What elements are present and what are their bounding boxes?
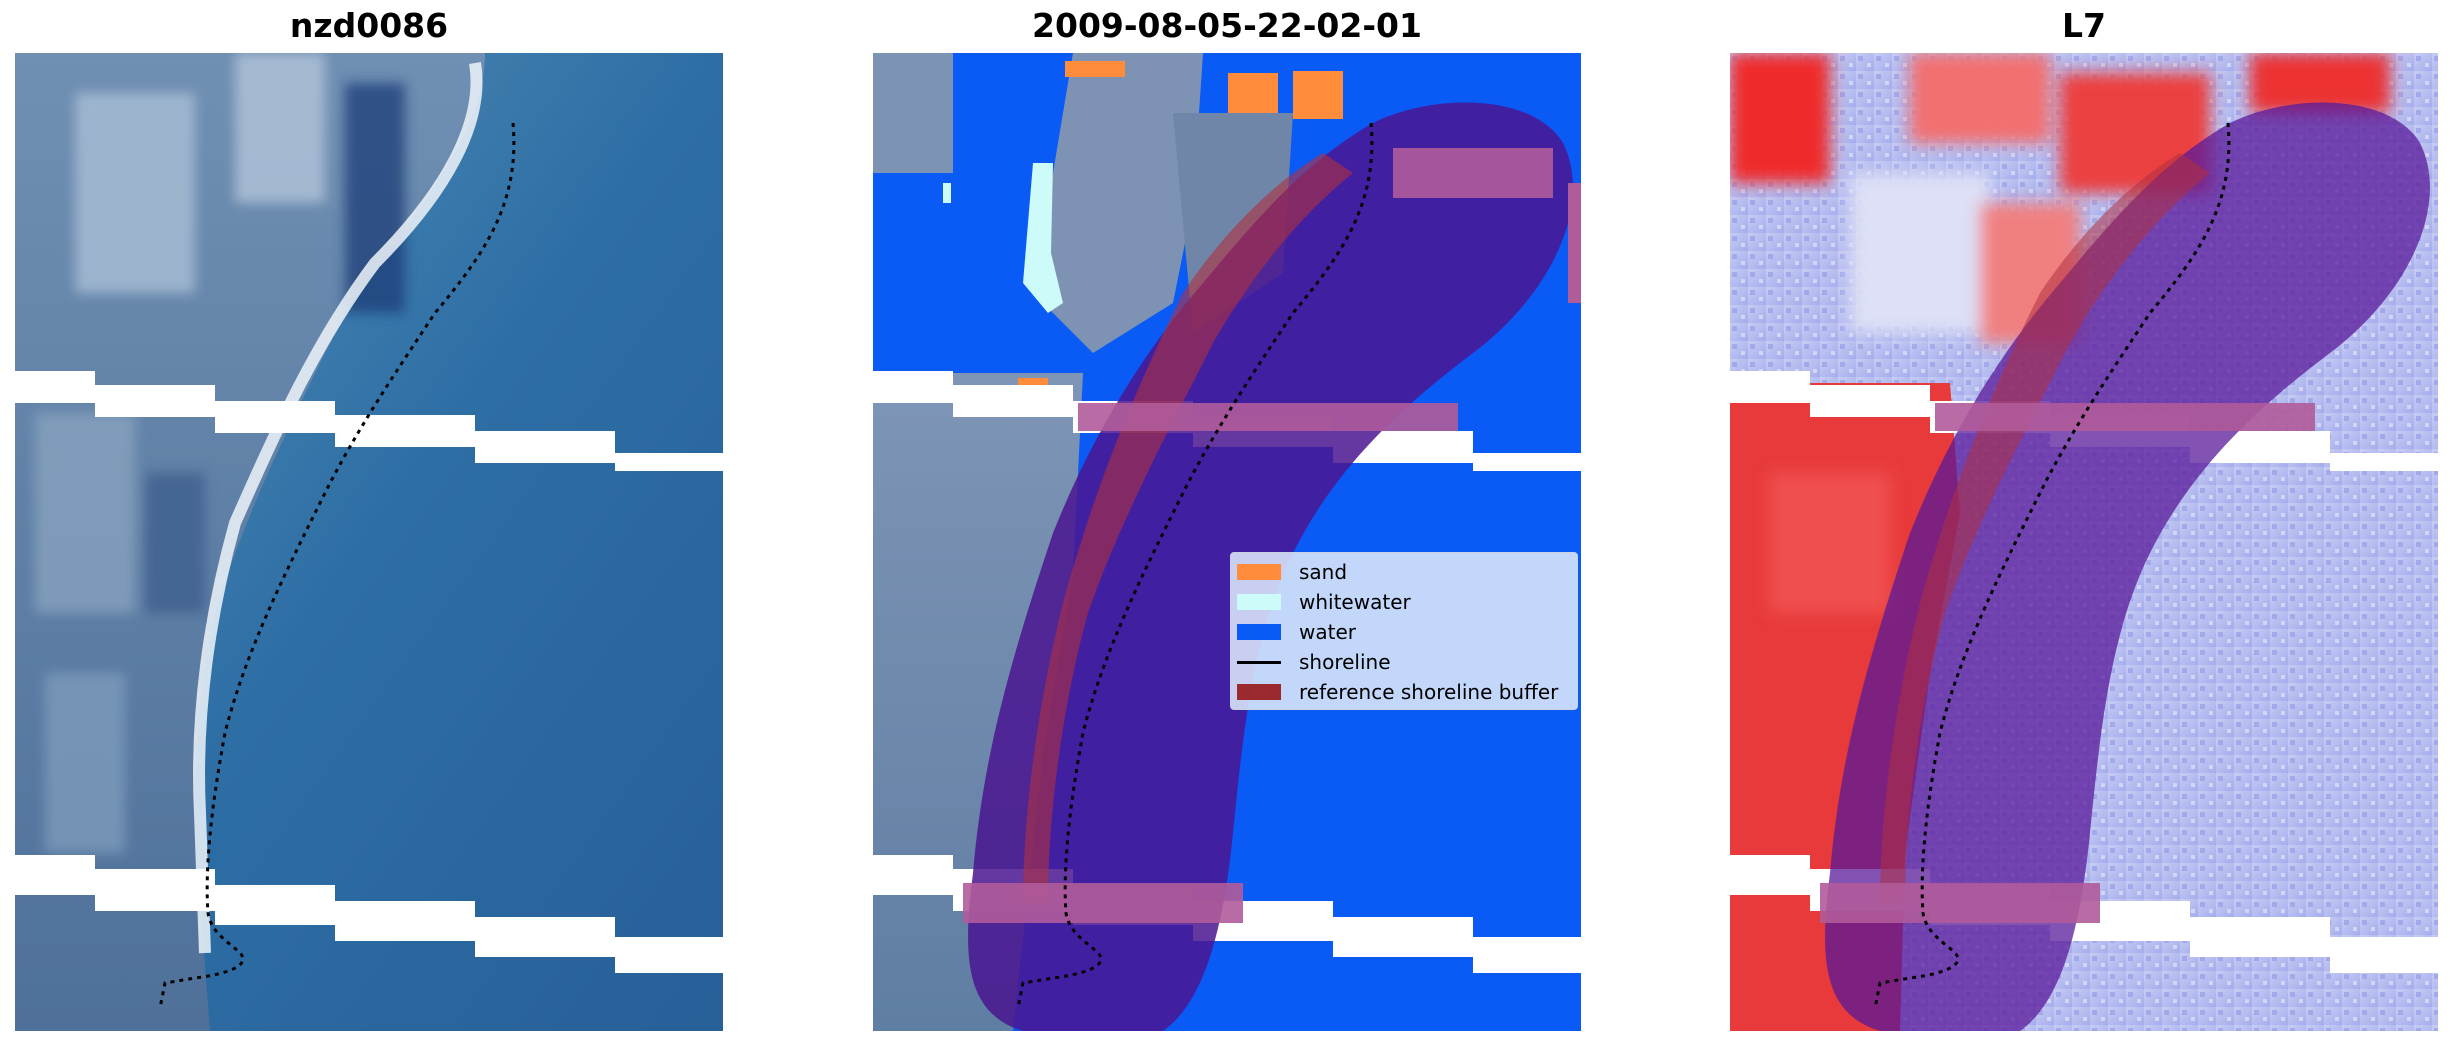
reference-shoreline-buffer: [1825, 102, 2430, 1031]
classification-panel: [873, 53, 1581, 1031]
panel-title-rgb: nzd0086: [289, 6, 449, 45]
rgb-image: [15, 53, 723, 1031]
legend-swatch-whitewater: [1237, 594, 1281, 610]
legend-swatch-shoreline: [1237, 660, 1281, 664]
legend-label: water: [1299, 620, 1356, 644]
index-map: [1730, 53, 2438, 1031]
shoreline-line: [1873, 122, 2231, 1009]
legend-label: reference shoreline buffer: [1299, 680, 1559, 704]
legend-item-buffer: reference shoreline buffer: [1237, 677, 1571, 707]
panel-title-index: L7: [2062, 6, 2106, 45]
legend-item-whitewater: whitewater: [1237, 587, 1571, 617]
legend-swatch-water: [1237, 624, 1281, 640]
legend-item-water: water: [1237, 617, 1571, 647]
panel-title-classification: 2009-08-05-22-02-01: [1032, 6, 1422, 45]
legend-swatch-sand: [1237, 564, 1281, 580]
legend-label: shoreline: [1299, 650, 1391, 674]
legend: sand whitewater water shoreline referenc…: [1230, 552, 1578, 710]
rgb-image-panel: [15, 53, 723, 1031]
legend-label: sand: [1299, 560, 1348, 584]
shoreline-line: [158, 122, 516, 1009]
legend-item-shoreline: shoreline: [1237, 647, 1571, 677]
legend-label: whitewater: [1299, 590, 1411, 614]
legend-swatch-buffer: [1237, 684, 1281, 700]
legend-item-sand: sand: [1237, 557, 1571, 587]
shoreline-line: [1016, 122, 1374, 1009]
index-panel: [1730, 53, 2438, 1031]
classification-map: [873, 53, 1581, 1031]
